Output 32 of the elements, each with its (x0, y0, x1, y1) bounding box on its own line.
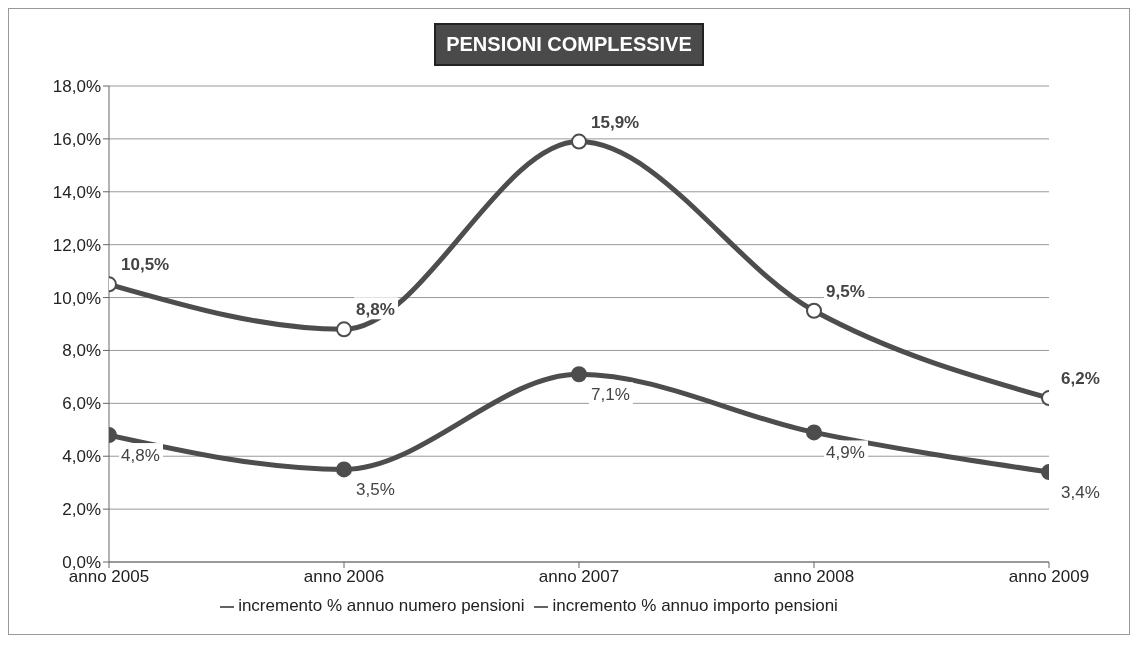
point (571, 133, 587, 150)
y-tick-label: 2,0% (62, 500, 101, 520)
chart-title: PENSIONI COMPLESSIVE (434, 23, 704, 66)
data-label: 6,2% (1061, 369, 1100, 389)
y-tick-label: 4,0% (62, 447, 101, 467)
data-label: 3,5% (356, 480, 395, 500)
x-tick-label: anno 2009 (1008, 567, 1090, 587)
data-label: 9,5% (826, 281, 865, 301)
point (806, 302, 822, 319)
data-label: 10,5% (121, 255, 170, 275)
y-tick-label: 6,0% (62, 394, 101, 414)
point (336, 461, 352, 478)
point (336, 321, 352, 338)
x-tick-label: anno 2006 (303, 567, 385, 587)
x-tick-label: anno 2007 (538, 567, 620, 587)
data-label: 8,8% (356, 300, 395, 320)
data-label: 4,9% (826, 443, 865, 463)
data-label: 15,9% (591, 112, 640, 132)
point (571, 366, 587, 383)
x-tick-label: anno 2008 (773, 567, 855, 587)
legend-label: incremento % annuo numero pensioni (238, 596, 525, 615)
y-tick-label: 8,0% (62, 341, 101, 361)
data-label: 3,4% (1061, 483, 1100, 503)
y-tick-label: 16,0% (52, 129, 101, 149)
y-tick-label: 12,0% (52, 235, 101, 255)
legend-label: incremento % annuo importo pensioni (552, 596, 838, 615)
y-tick-label: 14,0% (52, 182, 101, 202)
data-label: 7,1% (591, 385, 630, 405)
data-label: 4,8% (121, 446, 160, 466)
y-tick-label: 10,0% (52, 288, 101, 308)
y-tick-label: 18,0% (52, 77, 101, 97)
point (806, 424, 822, 441)
